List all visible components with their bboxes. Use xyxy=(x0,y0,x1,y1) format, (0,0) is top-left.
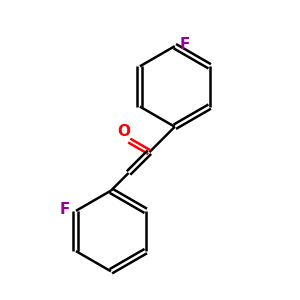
Text: F: F xyxy=(59,202,70,217)
Text: F: F xyxy=(179,37,190,52)
Text: O: O xyxy=(117,124,130,139)
